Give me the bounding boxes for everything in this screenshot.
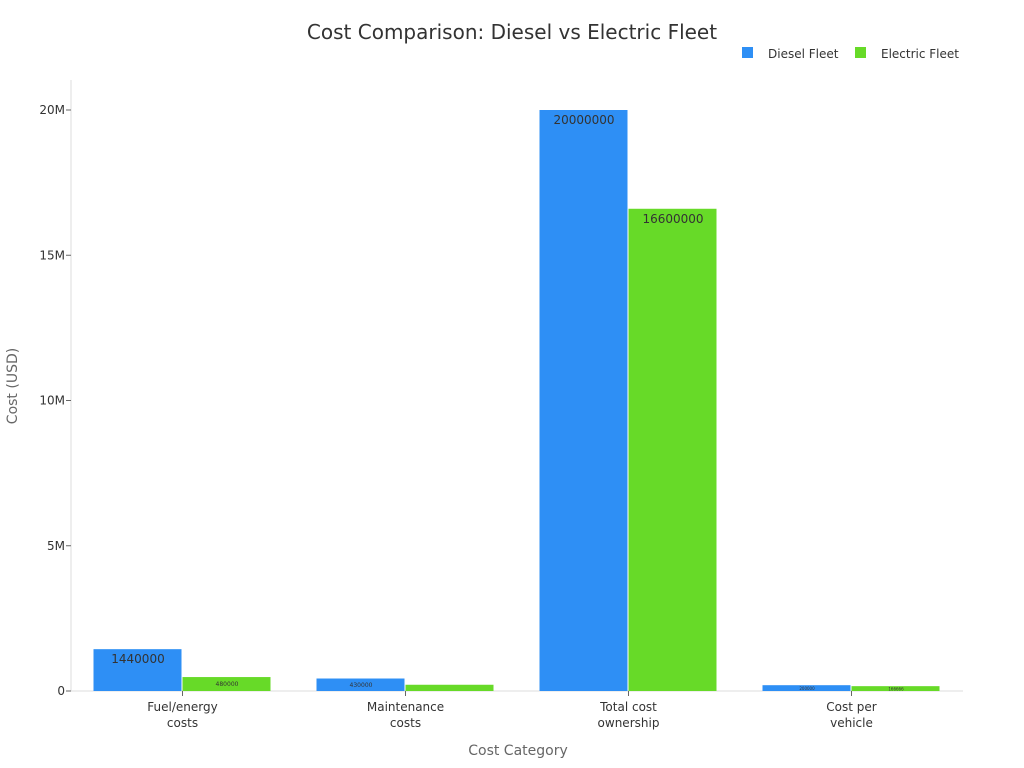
data-label: 166666	[888, 687, 904, 692]
x-tick-label: Total cost	[599, 700, 657, 714]
x-tick-label: ownership	[598, 716, 660, 730]
x-tick-label: Fuel/energy	[147, 700, 217, 714]
y-tick-label: 10M	[39, 394, 65, 408]
bar	[539, 110, 628, 691]
x-tick-label: Maintenance	[367, 700, 444, 714]
legend-swatch	[742, 47, 753, 58]
data-label: 200000	[799, 686, 815, 691]
x-tick-label: vehicle	[830, 716, 873, 730]
bar	[93, 649, 182, 691]
bar	[182, 677, 271, 691]
y-axis-label: Cost (USD)	[5, 348, 21, 424]
y-tick-label: 0	[57, 684, 65, 698]
data-label: 20000000	[553, 113, 614, 127]
legend-swatch	[855, 47, 866, 58]
chart-title: Cost Comparison: Diesel vs Electric Flee…	[307, 20, 717, 44]
bar	[762, 685, 851, 691]
y-tick-label: 5M	[47, 539, 65, 553]
bar	[851, 686, 940, 691]
y-tick-label: 20M	[39, 103, 65, 117]
x-tick-label: costs	[390, 716, 421, 730]
bar	[628, 208, 717, 691]
legend-label: Electric Fleet	[881, 47, 959, 61]
bar	[316, 678, 405, 691]
x-axis-label: Cost Category	[468, 743, 568, 759]
data-label: 1440000	[111, 652, 164, 666]
x-tick-label: Cost per	[826, 700, 876, 714]
legend-label: Diesel Fleet	[768, 47, 839, 61]
data-label: 480000	[216, 681, 239, 688]
y-tick-label: 15M	[39, 248, 65, 262]
bar	[405, 684, 494, 691]
data-label: 430000	[350, 682, 373, 689]
data-label: 16600000	[642, 212, 703, 226]
x-tick-label: costs	[167, 716, 198, 730]
